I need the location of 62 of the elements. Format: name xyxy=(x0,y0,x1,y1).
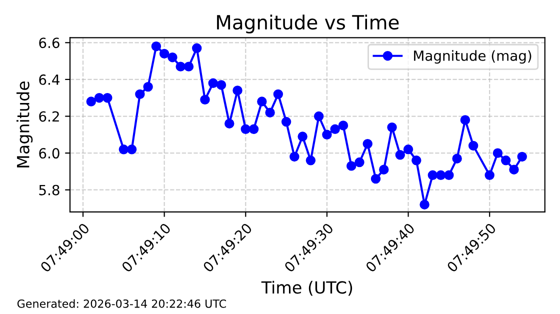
point xyxy=(240,124,250,134)
y-tick-label: 5.8 xyxy=(39,184,60,196)
point xyxy=(290,152,300,162)
point xyxy=(208,78,218,88)
point xyxy=(273,89,284,100)
point xyxy=(86,96,96,106)
point xyxy=(403,144,414,154)
point xyxy=(168,52,178,62)
point xyxy=(338,120,348,130)
point xyxy=(354,157,364,168)
point xyxy=(362,139,372,149)
point xyxy=(330,124,340,134)
point xyxy=(460,115,470,125)
point xyxy=(314,111,324,122)
point xyxy=(452,154,462,164)
point xyxy=(484,170,494,180)
point xyxy=(500,156,511,166)
y-tick-label: 6.0 xyxy=(39,148,60,159)
point xyxy=(387,122,397,132)
point xyxy=(428,170,438,180)
point xyxy=(200,94,210,105)
point xyxy=(322,130,332,140)
point xyxy=(224,118,234,128)
point xyxy=(395,150,405,160)
point xyxy=(248,124,259,134)
point xyxy=(102,92,112,103)
point xyxy=(257,96,267,106)
point xyxy=(370,174,381,184)
point xyxy=(135,89,145,100)
point xyxy=(436,170,446,180)
y-axis-title: Magnitude xyxy=(16,82,33,168)
point xyxy=(492,148,503,158)
chart-title: Magnitude vs Time xyxy=(217,14,399,34)
point xyxy=(379,164,389,174)
y-tick-label: 6.6 xyxy=(39,38,60,48)
point xyxy=(126,144,137,154)
y-tick-label: 6.4 xyxy=(39,74,60,85)
point xyxy=(468,140,478,151)
legend-label: Magnitude (mag) xyxy=(414,50,532,64)
point xyxy=(509,164,519,174)
x-axis-title: Time (UTC) xyxy=(261,280,352,296)
point xyxy=(420,200,430,210)
point xyxy=(306,156,316,166)
point xyxy=(517,152,527,162)
y-tick-label: 6.2 xyxy=(39,111,59,122)
point xyxy=(118,144,129,154)
point xyxy=(232,86,242,96)
point xyxy=(94,92,104,103)
text: Generated: 2026-03-14 20:22:46 UTC xyxy=(17,299,226,308)
point xyxy=(159,48,170,59)
point xyxy=(444,170,454,180)
point xyxy=(176,62,186,72)
point xyxy=(216,80,226,90)
point xyxy=(192,43,202,54)
point xyxy=(151,41,162,52)
point xyxy=(412,156,422,166)
point xyxy=(184,62,194,72)
point xyxy=(265,108,275,118)
point xyxy=(281,116,292,127)
point xyxy=(298,132,308,142)
point xyxy=(143,82,153,92)
point xyxy=(346,161,356,171)
